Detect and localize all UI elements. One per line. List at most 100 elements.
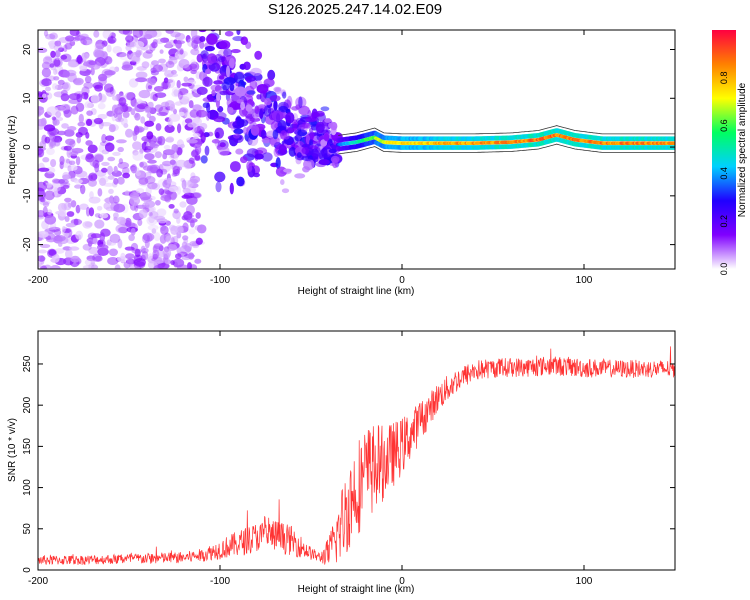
spectrogram-cell (84, 258, 95, 266)
figure-title: S126.2025.247.14.02.E09 (267, 1, 443, 18)
spectrogram-cell (204, 145, 210, 156)
spectrogram-cell (61, 82, 69, 90)
spectrogram-cell (320, 106, 330, 112)
spectrogram-cell (67, 165, 72, 172)
spectrogram-cell (65, 158, 70, 164)
spectrogram-cell (138, 89, 151, 99)
spectrogram-cell (229, 161, 241, 172)
spectrogram-cell (171, 143, 179, 153)
spectrogram-cell (309, 132, 315, 140)
spectrogram-cell (100, 228, 111, 237)
spectrogram-cell (54, 50, 61, 58)
spectrogram-cell (147, 182, 158, 190)
spectrogram-cell (64, 197, 72, 203)
spectrogram-cell (213, 7, 219, 12)
spectrogram-cell (145, 49, 154, 54)
spectrogram-cell (194, 225, 203, 231)
spectrogram-cell (44, 190, 55, 201)
spectrogram-cell (49, 140, 56, 149)
spectrogram-cell (167, 78, 176, 89)
spectrogram-cell (153, 232, 161, 242)
spectrogram-cell (206, 102, 211, 113)
spectrogram-cell (50, 50, 56, 58)
spectrogram-cell (178, 58, 190, 69)
spectrogram-cell (172, 235, 179, 245)
spectrogram-cell (173, 89, 179, 97)
spectrogram-cell (149, 141, 156, 148)
spectrogram-cell (97, 102, 106, 110)
spectrogram-cell (249, 79, 258, 90)
spectrogram-cell (273, 100, 278, 111)
spectrogram-cell (113, 165, 118, 174)
spectrogram-cell (48, 249, 57, 256)
spectrogram-cell (149, 115, 156, 123)
spectrogram-cell (182, 235, 189, 241)
spectrogram-cell (170, 31, 181, 38)
spectrogram-cell (63, 44, 68, 53)
spectrogram-cell (131, 248, 143, 254)
spectrogram-cell (46, 209, 53, 215)
spectrogram-cell (158, 58, 166, 64)
spectrogram-cell (165, 60, 175, 69)
spectrogram-cell (87, 178, 98, 187)
spectrogram-cell (68, 93, 81, 100)
spectrogram-cell (199, 122, 208, 130)
spectrogram-cell (57, 79, 65, 86)
spectrogram-cell (64, 249, 73, 259)
spectrogram-cell (79, 65, 88, 72)
spectrogram-cell (130, 164, 138, 174)
spectrogram-cell (79, 184, 86, 195)
spectrogram-cell (104, 56, 113, 65)
spectrogram-cell (330, 121, 338, 131)
spectrogram-cell (85, 118, 93, 127)
spectrogram-cell (38, 190, 46, 198)
spectrogram-cell (114, 264, 121, 269)
snr-panel: -200 -100 0 100 0 50 100 150 200 250 Height of s… (7, 330, 676, 595)
spectrogram-cell (282, 91, 287, 99)
spectrogram-cell (117, 238, 123, 249)
spectrogram-cell (89, 61, 101, 70)
spectrogram-cell (120, 117, 128, 126)
spectrogram-cell (185, 35, 191, 43)
spectrogram-cell (69, 140, 76, 148)
spectrogram-cell (129, 195, 141, 206)
spectrogram-cell (122, 167, 130, 175)
spectrogram-cell (135, 71, 148, 79)
spectrogram-cell (44, 136, 51, 144)
spectrogram-cell (192, 132, 201, 138)
spectrogram-cell (185, 204, 195, 215)
y-tick-label: 50 (22, 523, 33, 535)
spectrogram-cell (188, 252, 195, 260)
spectrogram-cell (54, 248, 65, 254)
spectrogram-cell (159, 234, 167, 244)
spectrogram-cell (165, 235, 176, 244)
spectrogram-cell (193, 37, 201, 45)
spectrogram-cell (156, 111, 168, 117)
spectrogram-cell (42, 157, 50, 163)
spectrogram-cell (38, 262, 42, 268)
spectrogram-cell (139, 30, 147, 37)
spectrogram-cell (260, 129, 267, 139)
spectrogram-cell (144, 171, 152, 180)
spectrogram-cell (168, 186, 180, 193)
spectrogram-cell (124, 190, 130, 196)
spectrogram-cell (176, 247, 182, 253)
spectrogram-cell (154, 104, 164, 112)
spectrogram-cell (272, 129, 279, 140)
spectrogram-cell (75, 170, 88, 178)
spectrogram-cell (62, 174, 72, 180)
colorbar-ticks: 0.0 0.2 0.4 0.6 0.8 (719, 72, 729, 276)
spectrogram-cell (214, 171, 226, 183)
snr-ylabel: SNR (10 * v/v) (7, 418, 18, 482)
spectrogram-cell (141, 251, 149, 261)
spectrogram-cell (106, 44, 112, 53)
spectrogram-cell (204, 45, 215, 52)
spectrogram-cell (87, 240, 93, 247)
spectrogram-cell (80, 92, 89, 100)
spectrogram-cell (164, 259, 172, 265)
x-tick-label: 100 (576, 576, 593, 587)
spectrogram-cell (173, 208, 179, 214)
spectrogram-cell (143, 200, 150, 206)
spectrogram-cell (46, 147, 55, 156)
